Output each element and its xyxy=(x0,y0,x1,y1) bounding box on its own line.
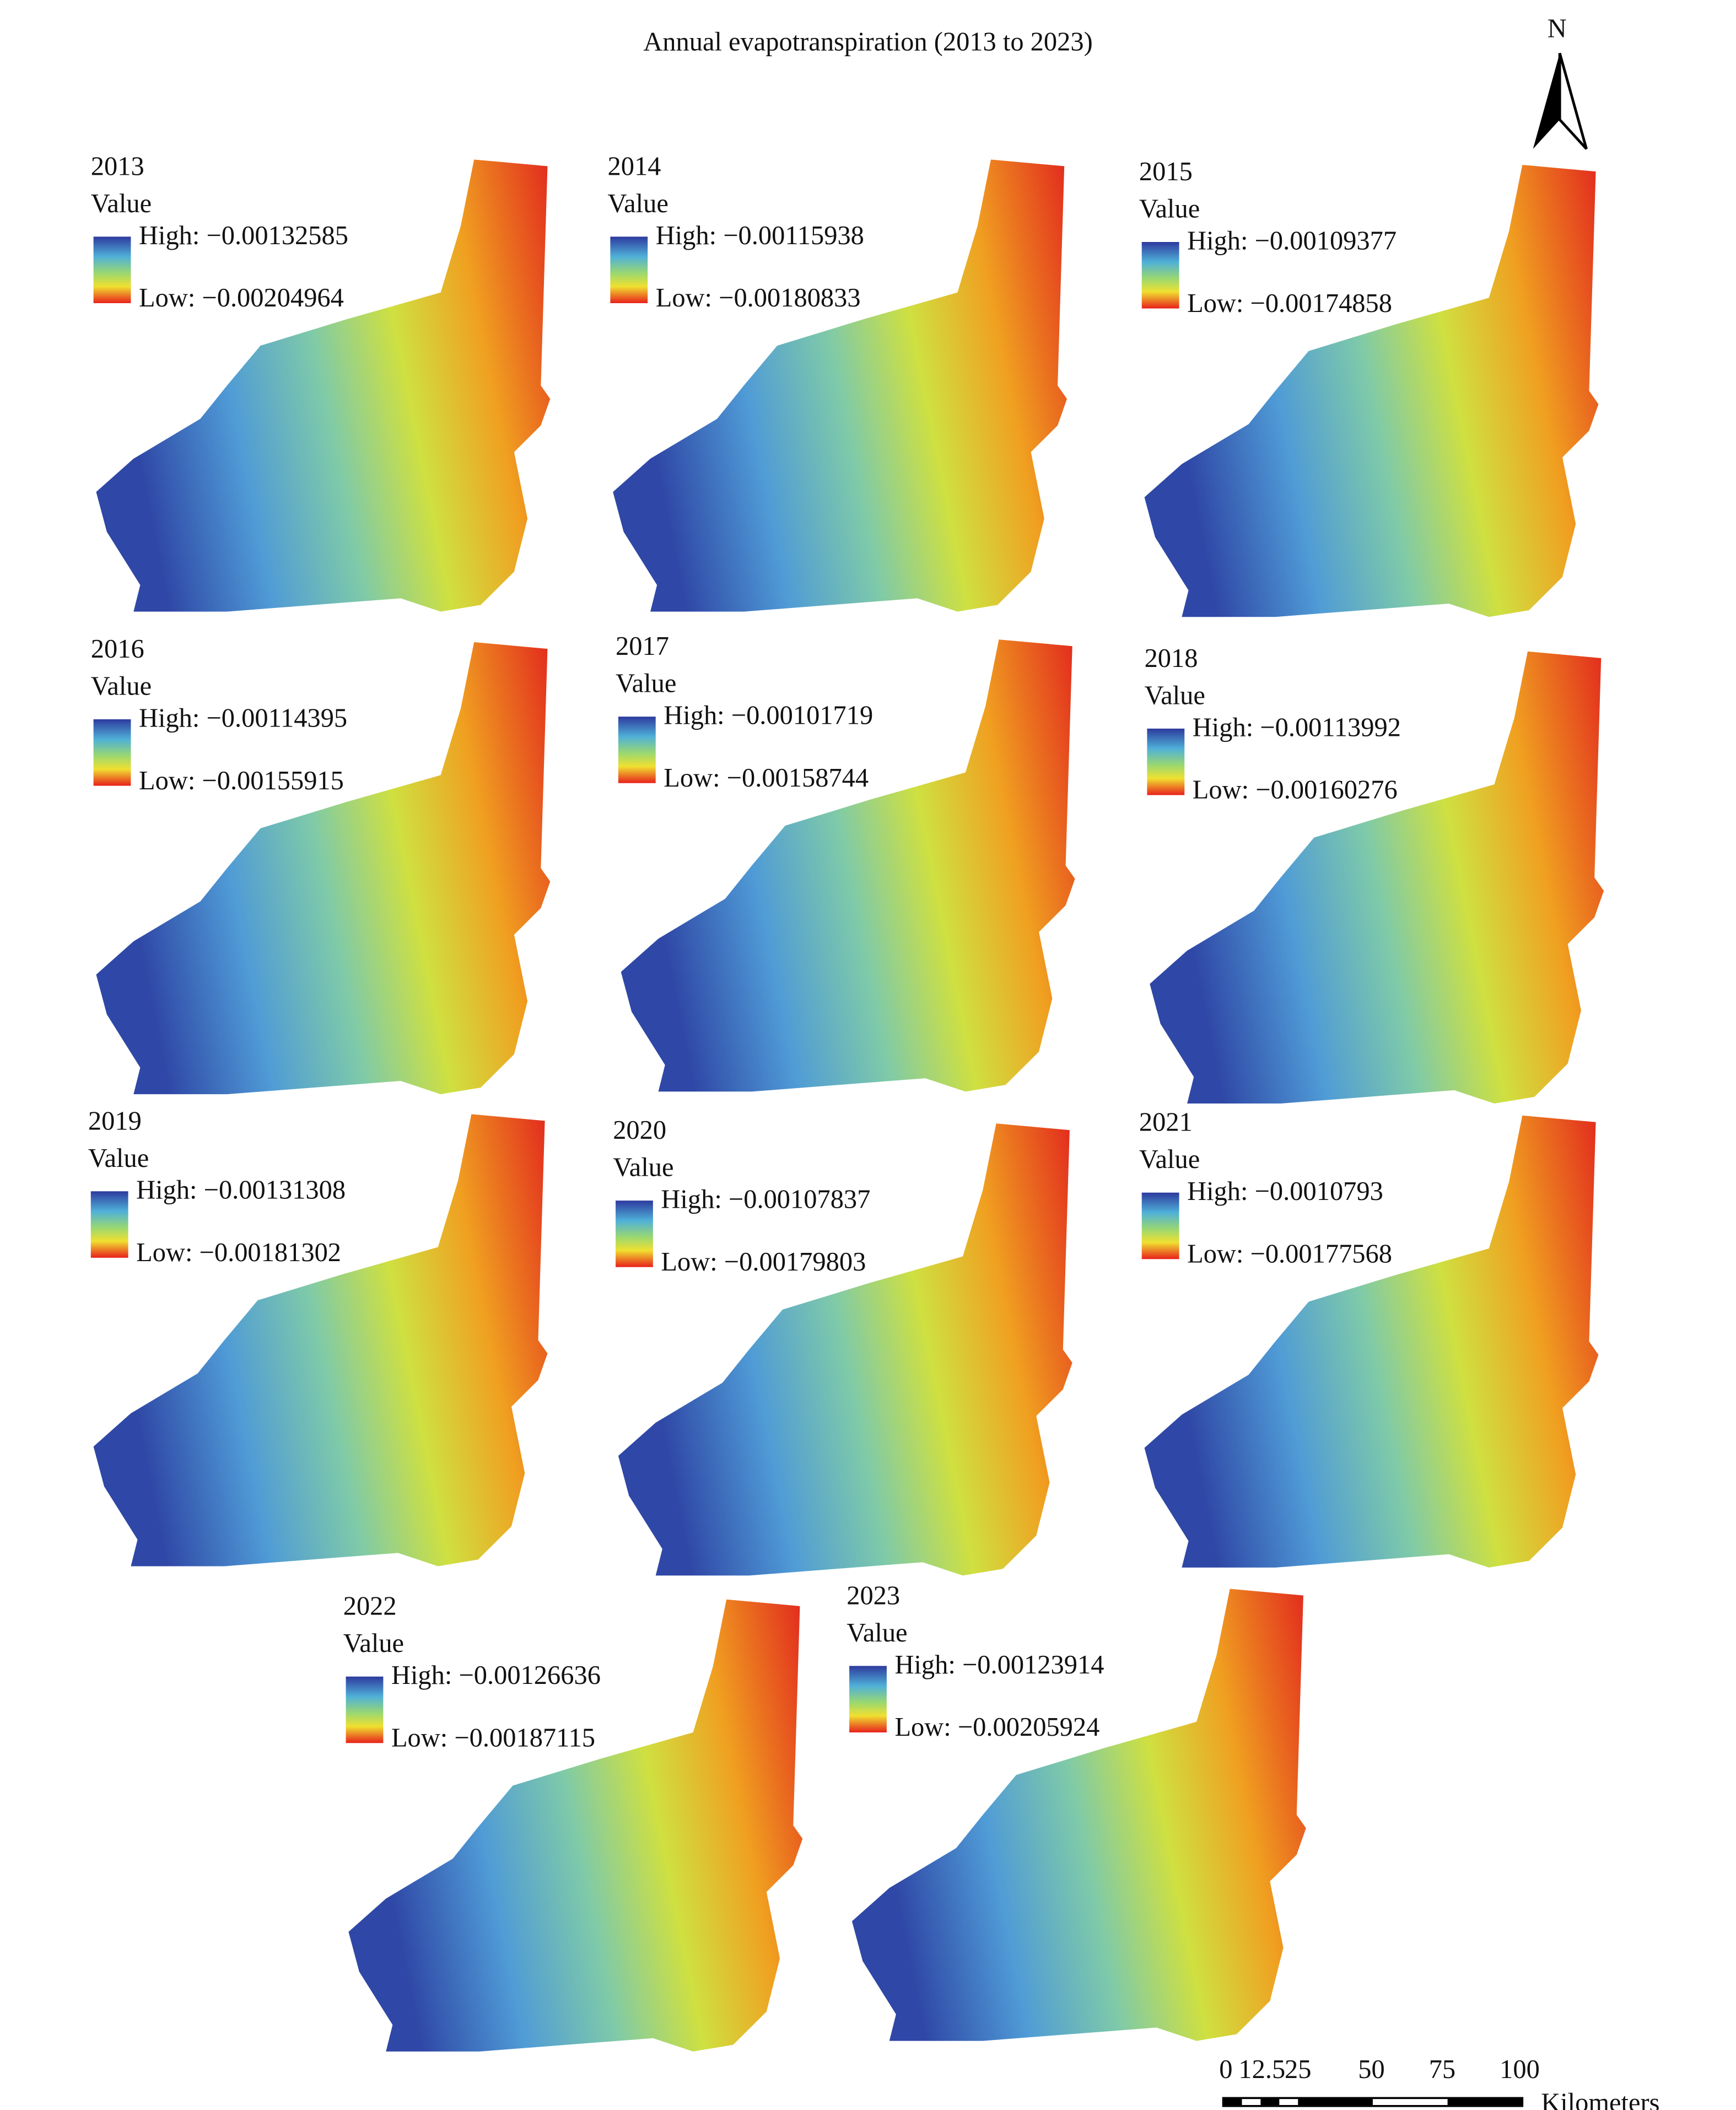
legend-low: Low: −0.00205924 xyxy=(894,1713,1099,1742)
legend-title: Value xyxy=(91,189,152,218)
legend-ramp xyxy=(1141,1192,1179,1259)
scale-tick-label: 50 xyxy=(1358,2055,1384,2084)
scale-bar-segment xyxy=(1447,2098,1523,2106)
legend-ramp xyxy=(93,719,131,786)
legend-title: Value xyxy=(343,1629,404,1658)
panel-year: 2018 xyxy=(1145,644,1198,673)
legend-low: Low: −0.00177568 xyxy=(1187,1240,1392,1269)
legend-ramp xyxy=(90,1191,128,1258)
panel-year: 2017 xyxy=(616,632,669,661)
legend-title: Value xyxy=(1139,1145,1200,1174)
legend-high: High: −0.00107837 xyxy=(661,1185,870,1214)
legend-high: High: −0.00115938 xyxy=(656,221,864,250)
scale-tick-label: 0 xyxy=(1219,2055,1232,2084)
legend-title: Value xyxy=(88,1144,149,1173)
legend-ramp xyxy=(93,236,131,303)
scale-tick-label: 25 xyxy=(1285,2055,1311,2084)
legend-title: Value xyxy=(847,1618,907,1648)
scale-tick-label: 75 xyxy=(1429,2055,1455,2084)
scale-tick-label: 100 xyxy=(1500,2055,1540,2084)
map-region xyxy=(1144,165,1599,617)
scale-tick-label: 12.5 xyxy=(1238,2055,1285,2084)
legend-high: High: −0.0010793 xyxy=(1187,1177,1383,1206)
map-region xyxy=(1144,1115,1599,1568)
north-arrow xyxy=(1558,52,1588,150)
map-panel: 2018 Value High: −0.00113992 Low: −0.001602… xyxy=(1145,644,1604,1104)
scale-bar xyxy=(1222,2097,1524,2107)
map-region xyxy=(348,1599,803,2052)
legend-ramp xyxy=(618,717,656,783)
map-region xyxy=(96,159,551,612)
legend-low: Low: −0.00158744 xyxy=(664,763,869,793)
legend-high: High: −0.00101719 xyxy=(664,701,873,730)
map-panel: 2022 Value High: −0.00126636 Low: −0.001871… xyxy=(343,1592,803,2052)
scale-bar-segment xyxy=(1260,2098,1280,2106)
title: Annual evapotranspiration (2013 to 2023) xyxy=(643,28,1092,57)
legend-ramp xyxy=(849,1666,887,1732)
map-region xyxy=(96,642,551,1095)
panel-year: 2015 xyxy=(1139,157,1193,186)
map-panel: 2014 Value High: −0.00115938 Low: −0.001808… xyxy=(608,152,1068,612)
legend-low: Low: −0.00204964 xyxy=(139,283,344,313)
map-panel: 2015 Value High: −0.00109377 Low: −0.001748… xyxy=(1139,157,1599,617)
legend-title: Value xyxy=(1145,681,1205,710)
map-panel: 2017 Value High: −0.00101719 Low: −0.001587… xyxy=(616,632,1075,1092)
panel-year: 2013 xyxy=(91,152,144,181)
legend-title: Value xyxy=(91,672,152,701)
map-panel: 2013 Value High: −0.00132585 Low: −0.002049… xyxy=(91,152,551,612)
legend-ramp xyxy=(1141,242,1179,309)
legend-ramp xyxy=(610,236,648,303)
legend-high: High: −0.00126636 xyxy=(391,1661,601,1690)
legend-ramp xyxy=(1147,728,1185,795)
scale-unit: Kilometers xyxy=(1541,2089,1659,2110)
north-label: N xyxy=(1548,14,1567,44)
legend-high: High: −0.00123914 xyxy=(894,1650,1104,1680)
legend-high: High: −0.00114395 xyxy=(139,704,347,733)
legend-title: Value xyxy=(613,1153,673,1182)
panel-year: 2020 xyxy=(613,1116,666,1145)
map-panel: 2016 Value High: −0.00114395 Low: −0.001559… xyxy=(91,634,551,1095)
legend-title: Value xyxy=(608,189,668,218)
legend-high: High: −0.00132585 xyxy=(139,221,348,250)
legend-high: High: −0.00113992 xyxy=(1193,713,1401,742)
legend-low: Low: −0.00160276 xyxy=(1193,776,1398,805)
map-region xyxy=(93,1114,548,1567)
panel-year: 2021 xyxy=(1139,1108,1193,1137)
panel-year: 2016 xyxy=(91,634,144,664)
legend-low: Low: −0.00181302 xyxy=(136,1238,341,1267)
map-panel: 2019 Value High: −0.00131308 Low: −0.001813… xyxy=(88,1106,548,1567)
legend-low: Low: −0.00187115 xyxy=(391,1724,595,1753)
north-arrow xyxy=(1533,53,1560,149)
legend-ramp xyxy=(616,1201,653,1267)
legend-high: High: −0.00131308 xyxy=(136,1176,346,1205)
legend-high: High: −0.00109377 xyxy=(1187,227,1397,256)
map-region xyxy=(621,639,1075,1092)
panel-year: 2022 xyxy=(343,1592,397,1621)
scale-bar-segment xyxy=(1298,2098,1373,2106)
legend-low: Low: −0.00155915 xyxy=(139,766,344,795)
map-region xyxy=(618,1123,1072,1576)
map-region xyxy=(851,1589,1306,2041)
panel-year: 2014 xyxy=(608,152,661,181)
scale-bar-segment xyxy=(1223,2098,1242,2106)
legend-low: Low: −0.00180833 xyxy=(656,283,861,313)
map-region xyxy=(1150,651,1604,1104)
panel-year: 2023 xyxy=(847,1581,900,1611)
map-panel: 2020 Value High: −0.00107837 Low: −0.001798… xyxy=(613,1116,1072,1576)
map-region xyxy=(613,159,1068,612)
legend-title: Value xyxy=(1139,195,1200,224)
map-panel: 2021 Value High: −0.0010793 Low: −0.0017756… xyxy=(1139,1108,1599,1568)
legend-ramp xyxy=(346,1676,384,1743)
panel-year: 2019 xyxy=(88,1106,142,1135)
legend-title: Value xyxy=(616,669,676,698)
legend-low: Low: −0.00179803 xyxy=(661,1247,866,1277)
legend-low: Low: −0.00174858 xyxy=(1187,289,1392,318)
